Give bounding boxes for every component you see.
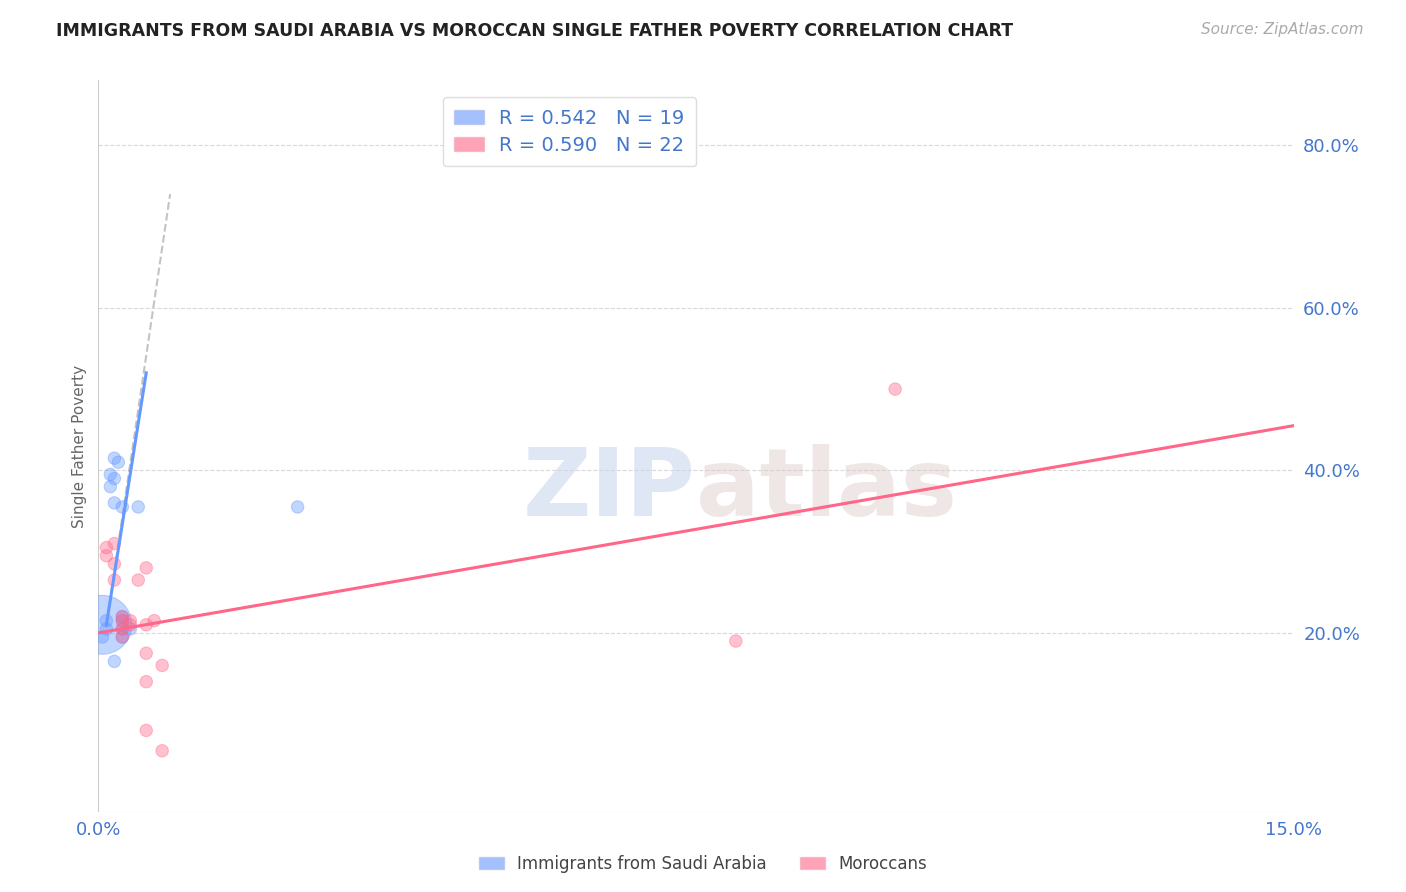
Point xyxy=(143,614,166,628)
Point xyxy=(96,622,118,636)
Point xyxy=(111,622,134,636)
Text: IMMIGRANTS FROM SAUDI ARABIA VS MOROCCAN SINGLE FATHER POVERTY CORRELATION CHART: IMMIGRANTS FROM SAUDI ARABIA VS MOROCCAN… xyxy=(56,22,1014,40)
Point xyxy=(884,382,907,396)
Point xyxy=(111,630,134,644)
Point xyxy=(98,480,122,494)
Point xyxy=(96,541,118,555)
Text: atlas: atlas xyxy=(696,444,957,536)
Point xyxy=(120,617,142,632)
Point xyxy=(127,573,149,587)
Point xyxy=(127,500,149,514)
Point xyxy=(120,614,142,628)
Point xyxy=(287,500,309,514)
Legend: R = 0.542   N = 19, R = 0.590   N = 22: R = 0.542 N = 19, R = 0.590 N = 22 xyxy=(443,97,696,167)
Point xyxy=(135,646,157,660)
Text: ZIP: ZIP xyxy=(523,444,696,536)
Point xyxy=(111,614,134,628)
Point xyxy=(135,674,157,689)
Point xyxy=(103,573,125,587)
Point xyxy=(111,622,134,636)
Point xyxy=(150,658,173,673)
Point xyxy=(107,455,129,469)
Point xyxy=(111,500,134,514)
Point xyxy=(103,654,125,668)
Point xyxy=(96,614,118,628)
Legend: Immigrants from Saudi Arabia, Moroccans: Immigrants from Saudi Arabia, Moroccans xyxy=(472,848,934,880)
Point xyxy=(91,630,114,644)
Point xyxy=(103,451,125,466)
Point xyxy=(91,617,114,632)
Point xyxy=(103,496,125,510)
Point xyxy=(111,609,134,624)
Point xyxy=(111,609,134,624)
Point xyxy=(103,536,125,550)
Point xyxy=(103,471,125,485)
Y-axis label: Single Father Poverty: Single Father Poverty xyxy=(72,365,87,527)
Point xyxy=(103,557,125,571)
Point xyxy=(120,622,142,636)
Point xyxy=(150,744,173,758)
Point xyxy=(96,549,118,563)
Point xyxy=(724,634,747,648)
Point xyxy=(135,561,157,575)
Point xyxy=(135,723,157,738)
Point xyxy=(111,614,134,628)
Point xyxy=(135,617,157,632)
Point xyxy=(98,467,122,482)
Point xyxy=(111,630,134,644)
Text: Source: ZipAtlas.com: Source: ZipAtlas.com xyxy=(1201,22,1364,37)
